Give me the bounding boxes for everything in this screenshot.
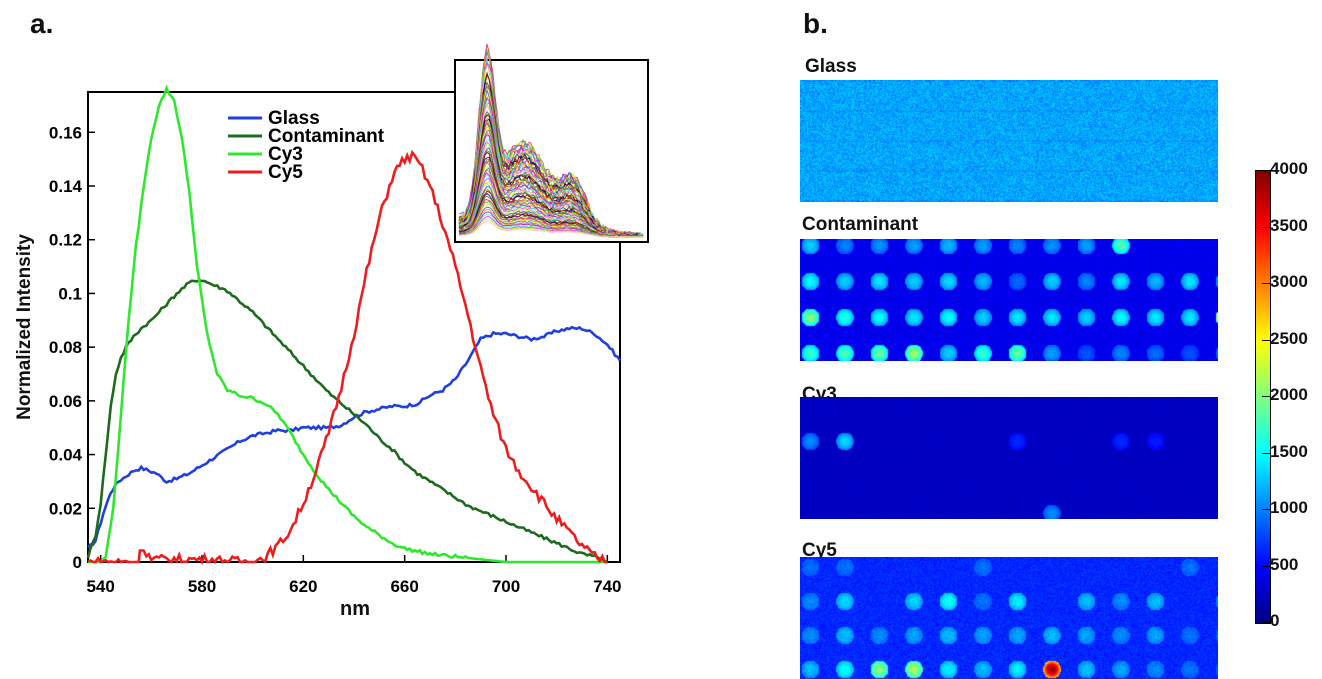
colorbar-tick-mark <box>1262 226 1270 228</box>
y-tick-label: 0.06 <box>49 392 82 411</box>
y-tick-label: 0.14 <box>49 177 83 196</box>
y-axis-label: Normalized Intensity <box>14 234 35 420</box>
x-tick-label: 700 <box>492 577 520 596</box>
plot-frame <box>87 91 621 563</box>
inset-spectrum <box>458 221 643 238</box>
colorbar-tick-mark <box>1262 396 1270 397</box>
x-tick-label: 660 <box>390 577 418 596</box>
y-tick-label: 0.12 <box>49 231 82 250</box>
strip-label-cy5: Cy5 <box>802 540 837 561</box>
x-tick-label: 540 <box>86 577 114 596</box>
strip-label-contaminant: Contaminant <box>802 214 919 235</box>
strip-label-glass: Glass <box>805 56 857 77</box>
colorbar-tick-label: 4000 <box>1270 159 1308 178</box>
x-tick-label: 740 <box>593 577 621 596</box>
series-line-cy3 <box>88 84 608 564</box>
colorbar-tick-mark <box>1262 452 1270 454</box>
inset-spectra <box>454 43 649 243</box>
colorbar-tick-label: 1000 <box>1270 498 1308 517</box>
series-line-glass <box>87 325 622 549</box>
strip-glass <box>800 80 1218 202</box>
colorbar-tick-label: 500 <box>1270 554 1299 574</box>
colorbar-tick-mark <box>1262 509 1270 510</box>
strip-cy5 <box>800 557 1218 679</box>
legend-label: Cy3 <box>268 144 303 165</box>
y-tick-label: 0.02 <box>49 499 82 518</box>
colorbar-tick-label: 3000 <box>1270 272 1308 291</box>
colorbar-tick-label: 1500 <box>1270 441 1308 461</box>
colorbar-tick-mark <box>1262 283 1270 284</box>
colorbar-tick-mark <box>1262 170 1270 171</box>
colorbar <box>1255 170 1271 624</box>
colorbar-tick-label: 2500 <box>1270 328 1308 348</box>
y-tick-label: 0.1 <box>58 284 82 303</box>
y-tick-label: 0 <box>73 553 82 572</box>
strip-contaminant <box>800 239 1218 361</box>
y-tick-label: 0.04 <box>49 446 83 465</box>
y-tick-label: 0.16 <box>49 123 82 142</box>
colorbar-tick-label: 2000 <box>1270 385 1308 404</box>
colorbar-tick-mark <box>1262 622 1270 623</box>
spectra-chart: 540 580 620 660 700 740 0 0.02 0.04 0.06 0.08 0.1 0.… <box>14 43 649 620</box>
colorbar-tick-mark <box>1262 339 1270 341</box>
x-tick-label: 580 <box>188 577 216 596</box>
series-line-contaminant <box>86 278 608 564</box>
axis-ticks: 540 580 620 660 700 740 0 0.02 0.04 0.06 0.08 0.1 0.… <box>49 123 622 596</box>
colorbar-tick-label: 0 <box>1270 611 1280 630</box>
panel-a-label: a. <box>30 8 54 39</box>
series-lines <box>86 84 622 566</box>
colorbar-tick-mark <box>1262 565 1270 567</box>
panel-b-label: b. <box>803 8 828 39</box>
legend-label: Glass <box>268 108 320 129</box>
x-axis-label: nm <box>340 598 370 620</box>
colorbar-tick-label: 3500 <box>1270 215 1308 235</box>
strip-cy3 <box>800 397 1218 519</box>
x-tick-label: 620 <box>289 577 317 596</box>
series-line-cy5 <box>87 149 608 566</box>
y-tick-label: 0.08 <box>49 338 82 357</box>
legend-label: Contaminant <box>268 126 385 147</box>
legend-label: Cy5 <box>268 162 303 183</box>
